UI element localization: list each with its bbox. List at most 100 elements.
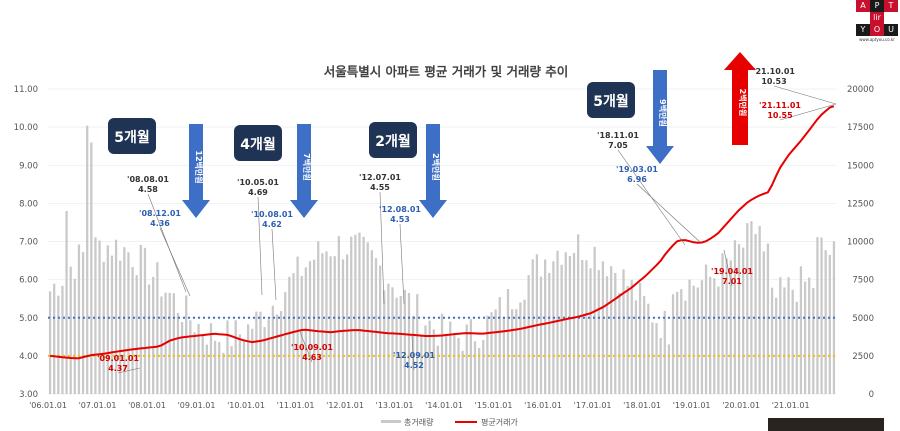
annotation-value: 4.63 (302, 353, 322, 362)
volume-bar (189, 320, 192, 394)
volume-bar (610, 266, 613, 394)
x-tick: '21.01.01 (772, 401, 810, 410)
volume-bar (593, 246, 596, 394)
volume-bar (432, 329, 435, 394)
volume-bar (746, 223, 749, 394)
aptyou-logo: A P T lir Y O U www.aptyou.co.kr (856, 0, 898, 42)
volume-bar (172, 293, 175, 394)
y-left-tick: 3.00 (19, 390, 38, 400)
volume-bar (399, 296, 402, 394)
volume-bar (696, 287, 699, 394)
volume-bar (527, 275, 530, 394)
annotation-leader (636, 183, 701, 243)
volume-bar (544, 259, 547, 394)
legend-swatch-volume (381, 420, 401, 423)
volume-bar (465, 324, 468, 394)
y-right-tick: 17500 (847, 123, 874, 133)
volume-bar (106, 245, 109, 394)
up-arrow-shaft (732, 68, 748, 145)
y-left-tick: 8.00 (19, 199, 38, 209)
volume-bar (742, 247, 745, 394)
volume-bar (655, 323, 658, 394)
volume-bar (391, 287, 394, 394)
x-tick: '08.01.01 (128, 401, 166, 410)
annotation-value: 10.55 (767, 111, 793, 120)
volume-bar (201, 335, 204, 394)
volume-bar (469, 319, 473, 394)
volume-bar (378, 265, 382, 394)
volume-bar (213, 340, 217, 394)
volume-bar (552, 261, 555, 394)
volume-bar (824, 250, 827, 394)
volume-bar (407, 292, 411, 394)
volume-bar (242, 341, 246, 394)
annotation-leader (271, 228, 277, 301)
arrow-label: 2백만원 (738, 89, 748, 117)
volume-bar (577, 234, 580, 394)
volume-bar (737, 244, 741, 394)
volume-bar (663, 310, 666, 394)
volume-bar (477, 347, 481, 394)
up-arrow-head (724, 52, 756, 70)
volume-bar (775, 297, 778, 394)
y-left-tick: 4.00 (19, 352, 38, 362)
volume-bar (69, 266, 72, 394)
volume-bar (139, 244, 142, 394)
annotation-leader (147, 193, 187, 293)
volume-bar (449, 321, 452, 394)
volume-bar (424, 325, 427, 394)
period-badge-label: 2개월 (375, 133, 411, 150)
reference-lines (48, 316, 836, 357)
volume-bar (325, 251, 328, 394)
logo-cell: Y (856, 24, 870, 36)
price-line (50, 105, 835, 360)
x-tick: '17.01.01 (574, 401, 612, 410)
volume-bar (605, 276, 609, 394)
x-tick: '16.01.01 (524, 401, 562, 410)
logo-cell: T (884, 0, 898, 12)
annotation-value: 4.58 (138, 185, 158, 194)
volume-bar (238, 334, 241, 394)
down-arrow-head (182, 200, 210, 218)
volume-bar (750, 221, 753, 394)
volume-bar (494, 309, 497, 394)
annotation-date: '08.12.01 (139, 209, 181, 218)
volume-bar (560, 264, 563, 394)
volume-bar (333, 256, 336, 394)
volume-bar (321, 253, 324, 394)
volume-bar (251, 328, 254, 394)
annotation-date: '10.09.01 (291, 343, 333, 352)
x-tick: '06.01.01 (29, 401, 67, 410)
logo-cell: A (856, 0, 870, 12)
arrow-label: 12백만원 (194, 150, 204, 183)
y-right-tick: 0 (869, 390, 874, 400)
volume-bar (482, 340, 485, 394)
x-tick: '20.01.01 (722, 401, 760, 410)
x-tick: '12.01.01 (326, 401, 364, 410)
volume-bar (618, 293, 621, 394)
annotation-date: '10.08.01 (251, 210, 293, 219)
volume-bar (420, 334, 423, 394)
volume-bar (222, 352, 225, 394)
volume-bar (692, 285, 695, 394)
volume-bar (473, 341, 477, 394)
volume-bar (766, 243, 770, 394)
down-arrow-head (646, 146, 674, 164)
volume-bar (176, 313, 180, 394)
volume-bar (284, 292, 287, 394)
annotation-leader (257, 196, 263, 296)
volume-bar (564, 252, 567, 394)
volume-bar (395, 297, 398, 394)
volume-bar (581, 260, 584, 394)
annotation-leader (399, 223, 405, 305)
volume-bar (300, 276, 303, 394)
volume-bar (440, 313, 444, 394)
volume-bar (110, 255, 114, 394)
y-right-tick: 10000 (847, 238, 874, 248)
logo-cell: P (870, 0, 884, 12)
volume-bar (799, 266, 803, 394)
annotation-leader (379, 191, 385, 305)
x-tick: '07.01.01 (79, 401, 117, 410)
y-left-tick: 5.00 (19, 314, 38, 324)
annotation-value: 7.01 (722, 277, 742, 286)
